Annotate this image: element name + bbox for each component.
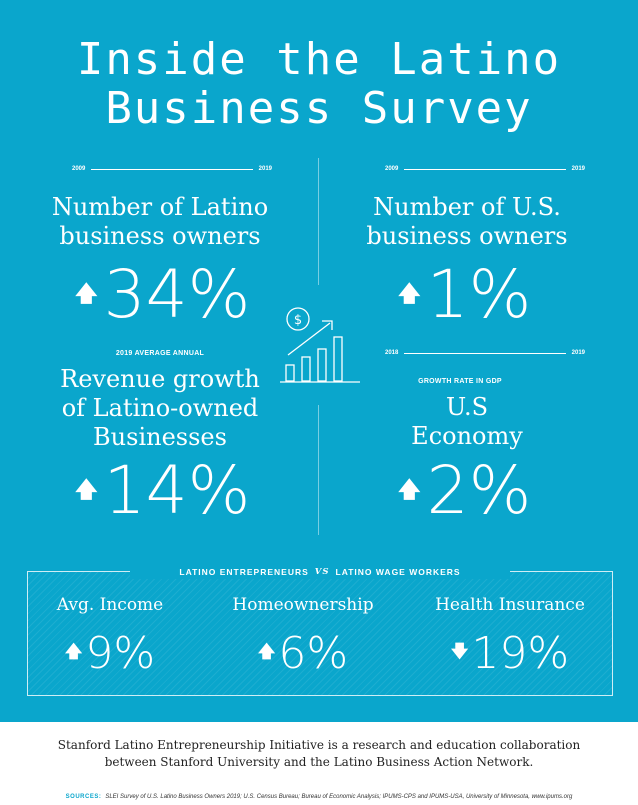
value: 34%	[103, 256, 251, 333]
footer-text: Stanford Latino Entrepreneurship Initiat…	[0, 737, 638, 771]
divider	[318, 158, 319, 285]
comparison-box	[27, 571, 613, 696]
comparison-heading: LATINO ENTREPRENEURS VS LATINO WAGE WORKER…	[130, 565, 510, 579]
heading-right: LATINO WAGE WORKERS	[335, 567, 461, 577]
range-start: 2009	[72, 166, 86, 172]
sources-text: SLEI Survey of U.S. Latino Business Owne…	[105, 794, 573, 800]
label-line: Number of Latino	[51, 193, 269, 221]
caption: GROWTH RATE IN GDP	[418, 378, 502, 385]
value: 6%	[278, 628, 349, 679]
label-line: Revenue growth	[60, 365, 260, 393]
stat-value: 🡅 2%	[398, 458, 531, 524]
label-line: Businesses	[93, 423, 227, 451]
stat-label: Number of Latino business owners	[20, 193, 300, 251]
value: 14%	[103, 452, 251, 529]
footer-line: between Stanford University and the Lati…	[104, 755, 534, 769]
range-end: 2019	[571, 350, 585, 356]
title-line-1: Inside the Latino	[76, 34, 562, 85]
comparison-label: Homeownership	[232, 595, 374, 615]
comparison-value: 🡇 19%	[420, 628, 600, 679]
stat-label: Revenue growth of Latino-owned Businesses	[20, 365, 300, 452]
arrow-up-icon: 🡅	[257, 642, 276, 662]
stat-label: U.S Economy	[322, 393, 612, 451]
arrow-up-icon: 🡅	[398, 282, 421, 307]
comparison-value: 🡅 6%	[213, 628, 393, 679]
heading-vs: VS	[314, 567, 330, 577]
svg-text:$: $	[294, 313, 302, 328]
value: 2%	[426, 452, 532, 529]
label-line: U.S	[445, 393, 489, 421]
infographic: Inside the Latino Business Survey 2009 20…	[0, 0, 638, 722]
arrow-up-icon: 🡅	[64, 642, 83, 662]
arrow-up-icon: 🡅	[398, 478, 421, 503]
value: 9%	[85, 628, 156, 679]
range-start: 2009	[385, 166, 399, 172]
stat-label: Number of U.S. business owners	[322, 193, 612, 251]
label-line: Number of U.S.	[373, 193, 561, 221]
range-end: 2019	[571, 166, 585, 172]
stat-value: 🡅 34%	[75, 262, 250, 328]
stat-value: 🡅 14%	[75, 458, 250, 524]
range-start: 2018	[385, 350, 399, 356]
comparison-value: 🡅 9%	[20, 628, 200, 679]
range-end: 2019	[258, 166, 272, 172]
label-line: business owners	[366, 222, 568, 250]
title-line-2: Business Survey	[105, 83, 533, 134]
sources-label: SOURCES:	[65, 794, 102, 800]
arrow-up-icon: 🡅	[75, 282, 98, 307]
arrow-up-icon: 🡅	[75, 478, 98, 503]
sources: SOURCES: SLEI Survey of U.S. Latino Busin…	[0, 794, 638, 800]
label-line: Economy	[411, 422, 523, 450]
stat-value: 🡅 1%	[398, 262, 531, 328]
caption: 2019 AVERAGE ANNUAL	[115, 350, 205, 357]
divider	[318, 405, 319, 535]
value: 19%	[471, 628, 570, 679]
value: 1%	[426, 256, 532, 333]
arrow-down-icon: 🡇	[450, 642, 469, 662]
date-range: 2009 2019	[72, 166, 272, 172]
label-line: business owners	[59, 222, 261, 250]
footer-line: Stanford Latino Entrepreneurship Initiat…	[57, 738, 581, 752]
growth-chart-dollar-icon: $	[280, 307, 360, 383]
date-range: 2009 2019	[385, 166, 585, 172]
comparison-label: Health Insurance	[435, 595, 585, 615]
heading-left: LATINO ENTREPRENEURS	[179, 567, 309, 577]
label-line: of Latino-owned	[61, 394, 259, 422]
date-range: 2018 2019	[385, 350, 585, 356]
comparison-label: Avg. Income	[56, 595, 164, 615]
